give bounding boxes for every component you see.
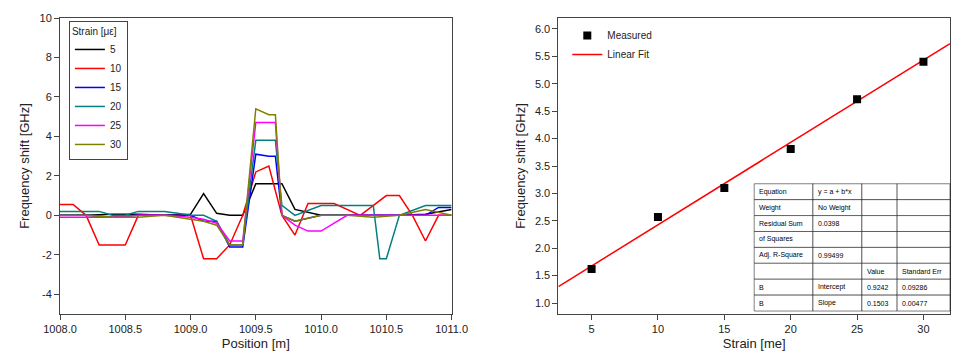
svg-text:2: 2: [46, 170, 52, 182]
svg-text:2.0: 2.0: [535, 242, 550, 254]
svg-text:20: 20: [785, 323, 797, 335]
svg-text:1008.0: 1008.0: [43, 323, 77, 335]
svg-text:10: 10: [652, 323, 664, 335]
svg-text:15: 15: [718, 323, 730, 335]
svg-text:Equation: Equation: [759, 188, 787, 196]
svg-text:0.00477: 0.00477: [902, 300, 927, 307]
svg-text:Frequency shift [GHz]: Frequency shift [GHz]: [17, 103, 32, 229]
svg-text:1.5: 1.5: [535, 269, 550, 281]
svg-text:3.0: 3.0: [535, 187, 550, 199]
svg-text:30: 30: [110, 139, 122, 150]
svg-text:1010.5: 1010.5: [370, 323, 404, 335]
svg-text:5: 5: [110, 44, 116, 55]
svg-text:0.09286: 0.09286: [902, 284, 927, 291]
svg-text:y = a + b*x: y = a + b*x: [818, 188, 852, 196]
svg-text:4: 4: [46, 130, 52, 142]
svg-text:Value: Value: [867, 268, 884, 275]
svg-text:1011.0: 1011.0: [435, 323, 468, 335]
svg-text:4.0: 4.0: [535, 132, 550, 144]
svg-text:Measured: Measured: [607, 30, 651, 41]
svg-text:8: 8: [46, 51, 52, 63]
svg-text:3.5: 3.5: [535, 160, 550, 172]
svg-text:Weight: Weight: [759, 204, 781, 212]
svg-text:0.1503: 0.1503: [867, 300, 889, 307]
svg-text:30: 30: [917, 323, 929, 335]
svg-text:Strain [me]: Strain [me]: [723, 336, 786, 351]
svg-text:1008.5: 1008.5: [108, 323, 142, 335]
svg-text:Strain [με]: Strain [με]: [72, 26, 117, 37]
svg-text:Standard Err: Standard Err: [902, 268, 942, 275]
svg-text:5.5: 5.5: [535, 50, 550, 62]
svg-text:0: 0: [46, 209, 52, 221]
svg-text:1009.0: 1009.0: [174, 323, 208, 335]
svg-text:10: 10: [110, 63, 122, 74]
svg-text:1010.0: 1010.0: [304, 323, 338, 335]
svg-text:25: 25: [110, 120, 122, 131]
svg-text:B: B: [759, 284, 764, 291]
svg-text:Adj. R-Square: Adj. R-Square: [759, 251, 803, 259]
svg-text:Slope: Slope: [818, 299, 836, 307]
svg-text:0.9242: 0.9242: [867, 284, 889, 291]
svg-text:Position [m]: Position [m]: [222, 336, 290, 351]
svg-text:No Weight: No Weight: [818, 204, 851, 212]
svg-text:2.5: 2.5: [535, 215, 550, 227]
svg-text:of Squares: of Squares: [759, 235, 793, 243]
svg-text:Linear Fit: Linear Fit: [607, 49, 649, 60]
svg-text:0.99499: 0.99499: [818, 252, 843, 259]
svg-text:25: 25: [851, 323, 863, 335]
svg-text:10: 10: [40, 12, 52, 24]
svg-text:Residual Sum: Residual Sum: [759, 220, 803, 227]
svg-text:0.0398: 0.0398: [818, 220, 840, 227]
svg-text:6.0: 6.0: [535, 23, 550, 35]
svg-text:1009.5: 1009.5: [239, 323, 273, 335]
svg-text:Frequency shift [GHz]: Frequency shift [GHz]: [513, 103, 528, 229]
svg-text:6: 6: [46, 91, 52, 103]
svg-text:4.5: 4.5: [535, 105, 550, 117]
svg-text:-2: -2: [42, 249, 52, 261]
svg-text:B: B: [759, 300, 764, 307]
svg-text:-4: -4: [42, 288, 52, 300]
svg-text:5: 5: [589, 323, 595, 335]
svg-text:5.0: 5.0: [535, 78, 550, 90]
svg-text:1.0: 1.0: [535, 297, 550, 309]
svg-text:20: 20: [110, 101, 122, 112]
svg-text:15: 15: [110, 82, 122, 93]
svg-text:Intercept: Intercept: [818, 283, 845, 291]
